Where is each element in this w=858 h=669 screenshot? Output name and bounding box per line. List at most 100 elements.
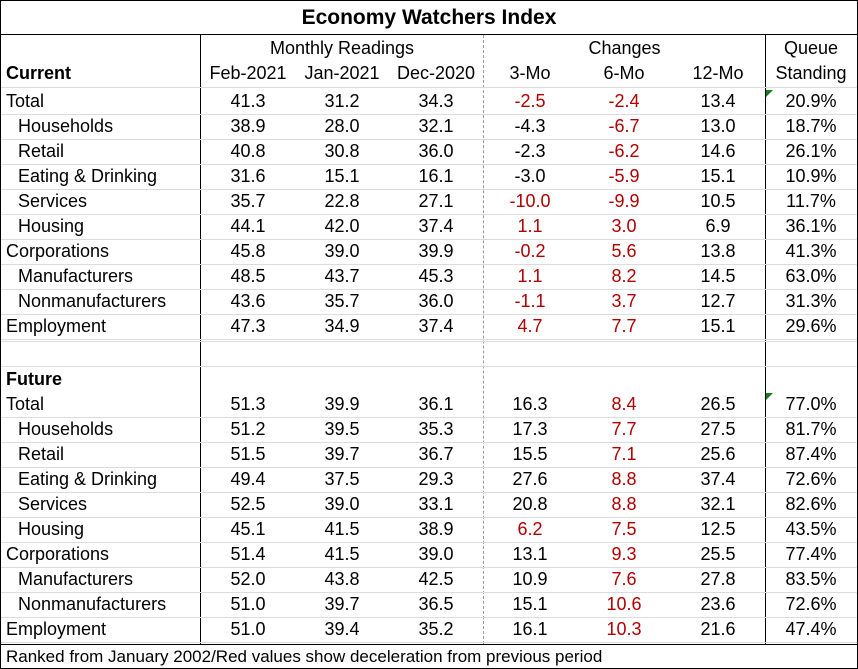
change-6mo: 8.8 [611, 494, 637, 514]
row-label: Total [6, 90, 45, 111]
row-gridline [1, 288, 857, 290]
change-12mo: 23.6 [700, 594, 736, 614]
value-dec: 33.1 [418, 494, 454, 514]
value-dec: 36.7 [418, 444, 454, 464]
column-header-6mo: 6-Mo [603, 63, 645, 83]
value-feb: 51.3 [230, 394, 266, 414]
change-12mo: 26.5 [700, 394, 736, 414]
change-3mo: 13.1 [512, 544, 548, 564]
change-6mo: 10.6 [606, 594, 642, 614]
comment-marker-icon [766, 89, 773, 97]
value-dec: 38.9 [418, 519, 454, 539]
value-jan: 39.0 [324, 240, 360, 261]
value-jan: 22.8 [324, 190, 360, 211]
change-6mo: -6.2 [608, 140, 640, 161]
row-label: Manufacturers [18, 569, 134, 589]
group-header-monthly: Monthly Readings [269, 38, 415, 58]
value-feb: 48.5 [230, 265, 266, 286]
change-6mo: 3.0 [611, 215, 637, 236]
row-label: Services [18, 190, 88, 211]
value-dec: 42.5 [418, 569, 454, 589]
value-feb: 51.5 [230, 444, 266, 464]
value-jan: 34.9 [324, 315, 360, 336]
queue-standing: 77.4% [785, 544, 837, 564]
value-feb: 43.6 [230, 290, 266, 311]
change-12mo: 13.0 [700, 115, 736, 136]
column-header-feb: Feb-2021 [209, 63, 287, 83]
change-3mo: -3.0 [514, 165, 546, 186]
section-gap-line [1, 366, 857, 367]
value-jan: 41.5 [324, 544, 360, 564]
row-label: Manufacturers [18, 265, 134, 286]
queue-standing: 83.5% [785, 569, 837, 589]
value-dec: 34.3 [418, 90, 454, 111]
value-feb: 41.3 [230, 90, 266, 111]
queue-standing: 11.7% [786, 190, 836, 211]
change-12mo: 25.5 [700, 544, 736, 564]
change-3mo: 16.3 [512, 394, 548, 414]
row-label: Eating & Drinking [18, 469, 158, 489]
value-feb: 51.0 [230, 619, 266, 639]
queue-standing: 82.6% [785, 494, 837, 514]
column-divider [200, 35, 201, 644]
change-12mo: 27.8 [700, 569, 736, 589]
value-jan: 15.1 [324, 165, 360, 186]
row-label: Eating & Drinking [18, 165, 158, 186]
change-6mo: 7.1 [611, 444, 637, 464]
value-feb: 51.0 [230, 594, 266, 614]
change-12mo: 15.1 [700, 165, 736, 186]
row-label: Households [18, 115, 114, 136]
change-12mo: 12.5 [700, 519, 736, 539]
value-jan: 37.5 [324, 469, 360, 489]
change-3mo: 1.1 [517, 265, 543, 286]
value-dec: 37.4 [418, 215, 454, 236]
value-feb: 52.5 [230, 494, 266, 514]
value-dec: 36.5 [418, 594, 454, 614]
change-12mo: 27.5 [700, 419, 736, 439]
value-dec: 36.0 [418, 290, 454, 311]
value-dec: 35.2 [418, 619, 454, 639]
value-dec: 39.9 [418, 240, 454, 261]
queue-standing: 26.1% [785, 140, 837, 161]
value-dec: 37.4 [418, 315, 454, 336]
table-title: Economy Watchers Index [1, 1, 857, 35]
value-dec: 36.0 [418, 140, 454, 161]
queue-standing: 36.1% [785, 215, 837, 236]
column-header-3mo: 3-Mo [509, 63, 551, 83]
change-3mo: -2.5 [514, 90, 546, 111]
row-gridline [1, 313, 857, 315]
row-gridline [1, 467, 857, 468]
row-gridline [1, 417, 857, 418]
value-feb: 45.8 [230, 240, 266, 261]
value-dec: 16.1 [418, 165, 454, 186]
row-gridline [1, 442, 857, 443]
change-6mo: 8.2 [611, 265, 637, 286]
queue-standing: 31.3% [785, 290, 837, 311]
change-12mo: 12.7 [700, 290, 736, 311]
row-label: Nonmanufacturers [18, 290, 167, 311]
change-6mo: -6.7 [608, 115, 640, 136]
change-6mo: 10.3 [606, 619, 642, 639]
row-label: Total [6, 394, 45, 414]
row-gridline [1, 592, 857, 593]
change-3mo: -2.3 [514, 140, 546, 161]
row-gridline [1, 542, 857, 543]
footer-divider [1, 644, 857, 645]
change-3mo: 1.1 [517, 215, 543, 236]
group-header-changes: Changes [588, 38, 661, 58]
value-jan: 42.0 [324, 215, 360, 236]
change-12mo: 21.6 [700, 619, 736, 639]
value-jan: 39.0 [324, 494, 360, 514]
value-jan: 39.4 [324, 619, 360, 639]
row-gridline [1, 338, 857, 340]
column-divider-dashed [483, 35, 484, 644]
row-label: Retail [18, 444, 65, 464]
row-gridline [1, 238, 857, 240]
change-3mo: -4.3 [514, 115, 546, 136]
change-12mo: 10.5 [700, 190, 736, 211]
row-gridline [1, 642, 857, 643]
section-heading-future: Future [6, 368, 62, 389]
queue-standing: 47.4% [785, 619, 837, 639]
queue-standing: 81.7% [785, 419, 837, 439]
